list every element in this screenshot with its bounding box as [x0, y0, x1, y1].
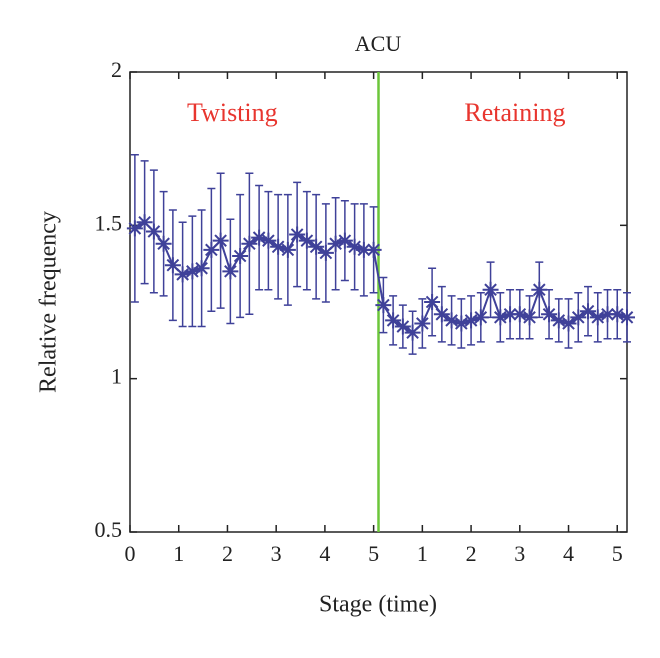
marker — [298, 232, 315, 249]
marker — [511, 306, 528, 323]
marker — [164, 257, 181, 274]
x-tick-label: 5 — [612, 541, 623, 566]
marker — [424, 294, 441, 310]
marker — [136, 214, 153, 231]
marker — [346, 238, 363, 255]
marker — [472, 309, 489, 326]
marker — [241, 235, 258, 252]
marker — [580, 303, 597, 320]
marker — [355, 241, 372, 258]
marker — [385, 312, 402, 329]
x-tick-label: 1 — [173, 541, 184, 566]
x-tick-label: 4 — [319, 541, 330, 566]
marker — [212, 232, 229, 249]
marker — [619, 309, 635, 326]
marker — [308, 238, 325, 255]
marker — [541, 306, 558, 323]
marker — [279, 241, 296, 258]
marker — [336, 232, 353, 249]
marker — [502, 306, 519, 323]
annotation: Twisting — [187, 98, 278, 127]
marker — [589, 309, 606, 326]
marker — [174, 266, 191, 283]
x-tick-label: 2 — [466, 541, 477, 566]
x-tick-label: 3 — [271, 541, 282, 566]
marker — [404, 324, 421, 341]
marker — [184, 263, 201, 280]
y-tick-label: 1 — [111, 364, 122, 389]
x-tick-label: 0 — [125, 541, 136, 566]
y-tick-label: 0.5 — [95, 517, 123, 542]
marker — [289, 226, 306, 243]
marker — [550, 312, 567, 329]
marker — [375, 297, 392, 314]
marker — [203, 241, 220, 258]
marker — [433, 306, 450, 323]
y-tick-label: 1.5 — [95, 210, 123, 235]
x-tick-label: 4 — [563, 541, 574, 566]
marker — [560, 315, 577, 332]
marker — [193, 260, 210, 277]
y-tick-label: 2 — [111, 57, 122, 82]
marker — [443, 312, 460, 329]
marker — [463, 312, 480, 329]
annotation: Retaining — [464, 98, 565, 127]
marker — [251, 229, 268, 246]
marker — [414, 315, 431, 332]
marker — [317, 244, 334, 261]
marker — [570, 309, 587, 326]
x-tick-label: 3 — [514, 541, 525, 566]
marker — [270, 238, 287, 255]
marker — [222, 263, 239, 280]
x-tick-label: 2 — [222, 541, 233, 566]
marker — [482, 281, 499, 298]
marker — [155, 235, 172, 252]
marker — [145, 223, 162, 240]
x-axis-label: Stage (time) — [319, 592, 437, 618]
x-tick-label: 5 — [368, 541, 379, 566]
marker — [126, 220, 143, 237]
marker — [531, 281, 548, 298]
marker — [599, 306, 616, 323]
marker — [327, 235, 344, 252]
marker — [365, 241, 382, 258]
chart-title: ACU — [355, 31, 402, 56]
marker — [609, 306, 626, 323]
y-axis-label: Relative frequency — [36, 211, 62, 393]
marker — [453, 315, 470, 332]
marker — [521, 309, 538, 326]
marker — [260, 232, 277, 249]
marker — [394, 318, 411, 335]
x-tick-label: 1 — [417, 541, 428, 566]
marker — [492, 309, 509, 326]
marker — [232, 248, 249, 264]
